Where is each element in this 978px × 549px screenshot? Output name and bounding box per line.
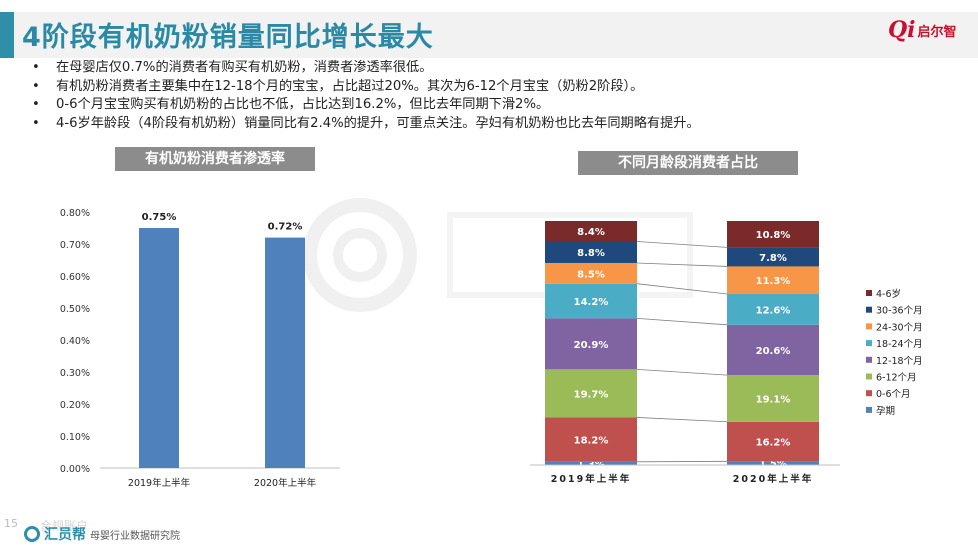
legend-label: 4-6岁: [876, 288, 901, 300]
legend-label: 孕期: [876, 406, 895, 417]
segment-value-label: 19.7%: [574, 389, 609, 400]
legend-label: 0-6个月: [876, 389, 911, 400]
legend-label: 30-36个月: [876, 306, 923, 317]
segment-value-label: 8.4%: [577, 227, 605, 238]
legend-swatch: [866, 373, 872, 380]
segment-value-label: 8.8%: [577, 248, 605, 259]
stacked-segment-6-12个月: [545, 369, 637, 418]
stacked-segment-24-30个月: [727, 266, 819, 295]
y-tick-label: 0.40%: [60, 336, 90, 347]
faded-label: 合规账户: [40, 519, 89, 533]
segment-value-label: 20.6%: [756, 346, 791, 357]
legend-label: 6-12个月: [876, 373, 917, 384]
legend-swatch: [866, 356, 872, 363]
x-category-label: 2020年上半年: [254, 477, 317, 489]
age-chart-title: 不同月龄段消费者占比: [578, 151, 798, 175]
title-accent: [0, 12, 14, 58]
title-bar: [0, 12, 978, 58]
series-connector-line: [636, 283, 728, 295]
bullet-item: 在母婴店仅0.7%的消费者有购买有机奶粉，消费者渗透率很低。: [32, 59, 962, 78]
segment-value-label: 16.2%: [756, 438, 791, 449]
segment-value-label: 20.9%: [574, 340, 609, 351]
legend-swatch: [866, 306, 872, 313]
x-category-label: 2020年上半年: [733, 473, 813, 485]
penetration-chart-title: 有机奶粉消费者渗透率: [115, 147, 315, 171]
brand-icon: [24, 526, 40, 542]
stacked-segment-18-24个月: [727, 294, 819, 325]
segment-value-label: 10.8%: [756, 230, 791, 241]
stacked-segment-12-18个月: [545, 318, 637, 370]
legend-label: 24-30个月: [876, 322, 923, 333]
stacked-segment-4-6岁: [545, 221, 637, 242]
bullet-item: 有机奶粉消费者主要集中在12-18个月的宝宝，占比超过20%。其次为6-12个月…: [32, 78, 962, 97]
bullet-list: 在母婴店仅0.7%的消费者有购买有机奶粉，消费者渗透率很低。 有机奶粉消费者主要…: [32, 59, 962, 133]
segment-value-label: 14.2%: [574, 297, 609, 308]
stacked-segment-24-30个月: [545, 262, 637, 284]
y-tick-label: 0.00%: [60, 464, 90, 475]
segment-value-label: 8.5%: [577, 269, 605, 280]
stacked-segment-4-6岁: [727, 221, 819, 248]
legend-swatch: [866, 340, 872, 347]
stacked-segment-12-18个月: [727, 324, 819, 376]
segment-value-label: 19.1%: [756, 394, 791, 405]
y-tick-label: 0.70%: [60, 240, 90, 251]
stacked-segment-孕期: [545, 461, 637, 465]
footer-org: 母婴行业数据研究院: [90, 530, 180, 542]
bar-value-label: 0.75%: [142, 212, 177, 223]
series-connector-line: [636, 241, 728, 248]
legend-label: 18-24个月: [876, 339, 923, 350]
bar-value-label: 0.72%: [268, 222, 303, 233]
brand-logo: Qi 启尔智: [888, 16, 957, 44]
series-connector-line: [636, 417, 728, 423]
segment-value-label: 11.3%: [756, 276, 791, 287]
page-title: 4阶段有机奶粉销量同比增长最大: [22, 22, 434, 53]
penetration-bar: [139, 228, 179, 468]
stacked-segment-30-36个月: [727, 247, 819, 267]
penetration-bar: [265, 237, 305, 468]
stacked-segment-18-24个月: [545, 283, 637, 319]
y-tick-label: 0.10%: [60, 432, 90, 443]
stacked-segment-6-12个月: [727, 375, 819, 422]
legend-swatch: [866, 406, 872, 413]
legend-swatch: [866, 323, 872, 330]
legend-swatch: [866, 390, 872, 397]
segment-value-label: 12.6%: [756, 305, 791, 316]
segment-value-label: 18.2%: [574, 436, 609, 447]
x-category-label: 2019年上半年: [128, 477, 191, 489]
bullet-item: 4-6岁年龄段（4阶段有机奶粉）销量同比有2.4%的提升，可重点关注。孕妇有机奶…: [32, 115, 962, 134]
stacked-segment-0-6个月: [545, 417, 637, 462]
series-connector-line: [636, 317, 728, 326]
y-tick-label: 0.80%: [60, 208, 90, 219]
footer-brand: 汇员帮: [44, 527, 86, 543]
stacked-segment-0-6个月: [727, 421, 819, 462]
page-number: 15: [4, 517, 18, 530]
legend-label: 12-18个月: [876, 356, 923, 367]
segment-value-label: 7.8%: [759, 253, 787, 264]
legend-swatch: [866, 290, 872, 296]
series-connector-line: [636, 368, 728, 376]
stacked-segment-孕期: [727, 461, 819, 465]
logo-text: 启尔智: [917, 24, 957, 40]
y-tick-label: 0.50%: [60, 304, 90, 315]
stacked-segment-30-36个月: [545, 241, 637, 263]
logo-mark: Qi: [888, 17, 916, 43]
series-connector-line: [636, 262, 728, 267]
footer: 汇员帮 母婴行业数据研究院: [24, 524, 180, 544]
x-category-label: 2019年上半年: [551, 473, 631, 485]
bullet-item: 0-6个月宝宝购买有机奶粉的占比也不低，占比达到16.2%，但比去年同期下滑2%…: [32, 96, 962, 115]
y-tick-label: 0.20%: [60, 400, 90, 411]
y-tick-label: 0.30%: [60, 368, 90, 379]
y-tick-label: 0.60%: [60, 272, 90, 283]
